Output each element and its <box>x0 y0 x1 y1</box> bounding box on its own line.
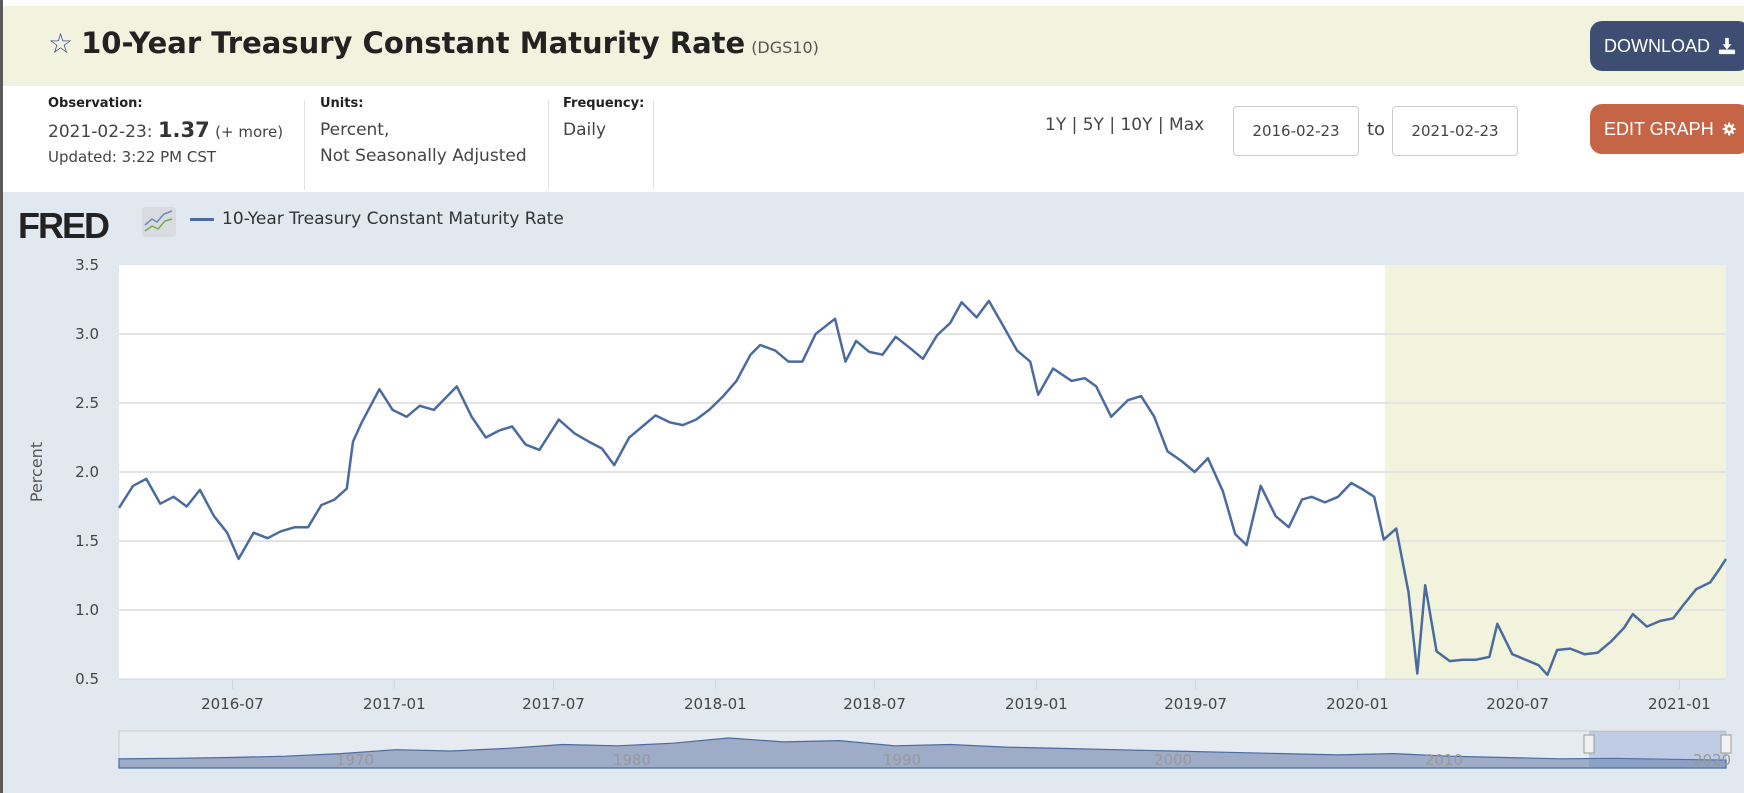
frequency-label: Frequency: <box>563 96 645 111</box>
page-title: ☆ 10-Year Treasury Constant Maturity Rate… <box>48 26 819 60</box>
y-tick-label: 3.0 <box>75 325 99 343</box>
end-date-input[interactable]: 2021-02-23 <box>1392 106 1518 156</box>
series-header <box>3 6 1744 86</box>
x-tick-label: 2019-07 <box>1164 695 1227 713</box>
range-presets[interactable]: 1Y | 5Y | 10Y | Max <box>1045 115 1205 135</box>
fred-logo: FRED <box>18 205 110 246</box>
x-tick-label: 2018-07 <box>843 695 906 713</box>
download-button[interactable]: DOWNLOAD <box>1590 21 1744 71</box>
navigator-label: 2010 <box>1425 751 1463 769</box>
observation-block: Observation: 2021-02-23: 1.37 (+ more) U… <box>48 96 283 190</box>
navigator-label: 2000 <box>1154 751 1192 769</box>
x-tick-label: 2016-07 <box>201 695 264 713</box>
observation-date: 2021-02-23: <box>48 122 153 142</box>
y-tick-label: 2.0 <box>75 463 99 481</box>
series-title: 10-Year Treasury Constant Maturity Rate <box>81 26 746 60</box>
observation-label: Observation: <box>48 96 143 111</box>
frequency-block: Frequency: Daily <box>563 96 644 190</box>
to-label: to <box>1367 119 1386 140</box>
x-tick-label: 2017-01 <box>363 695 426 713</box>
y-tick-label: 3.5 <box>75 256 99 274</box>
start-date-input[interactable]: 2016-02-23 <box>1233 106 1359 156</box>
observation-value: 1.37 <box>157 118 210 142</box>
navigator-label: 1990 <box>883 751 921 769</box>
navigator-label: 1980 <box>613 751 651 769</box>
y-tick-label: 1.0 <box>75 601 99 619</box>
edit-graph-label: EDIT GRAPH <box>1604 118 1714 139</box>
window-left-border <box>0 0 3 793</box>
y-tick-label: 1.5 <box>75 532 99 550</box>
frequency-value: Daily <box>563 120 607 140</box>
units-value-line1: Percent, <box>320 120 390 140</box>
more-observations-link[interactable]: (+ more) <box>215 123 284 141</box>
navigator-selection <box>1589 731 1726 768</box>
units-label: Units: <box>320 96 364 111</box>
y-tick-label: 0.5 <box>75 670 99 688</box>
series-line <box>117 299 1728 677</box>
x-tick-label: 2018-01 <box>684 695 747 713</box>
navigator-label: 2020 <box>1693 751 1731 769</box>
x-tick-label: 2019-01 <box>1005 695 1068 713</box>
navigator-series <box>118 737 1727 769</box>
units-block: Units: Percent, Not Seasonally Adjusted <box>320 96 527 190</box>
navigator-handle[interactable] <box>1720 734 1732 754</box>
y-axis-label: Percent <box>27 442 46 502</box>
updated-time: Updated: 3:22 PM CST <box>48 148 217 166</box>
x-tick-label: 2020-07 <box>1486 695 1549 713</box>
legend-label: 10-Year Treasury Constant Maturity Rate <box>222 209 564 229</box>
x-tick-label: 2021-01 <box>1648 695 1711 713</box>
series-code: (DGS10) <box>751 38 819 57</box>
divider <box>653 100 654 190</box>
units-value-line2: Not Seasonally Adjusted <box>320 146 527 166</box>
legend-swatch <box>190 217 214 221</box>
gear-icon <box>1722 122 1736 136</box>
star-icon[interactable]: ☆ <box>48 27 74 60</box>
chart-legend[interactable]: 10-Year Treasury Constant Maturity Rate <box>190 209 564 229</box>
navigator-label: 1970 <box>336 751 374 769</box>
download-icon <box>1718 37 1736 55</box>
y-tick-label: 2.5 <box>75 394 99 412</box>
divider <box>548 100 549 190</box>
x-tick-label: 2020-01 <box>1326 695 1389 713</box>
download-label: DOWNLOAD <box>1604 35 1711 56</box>
divider <box>304 100 305 190</box>
x-tick-label: 2017-07 <box>522 695 585 713</box>
fred-chart-icon <box>142 207 176 237</box>
navigator-handle[interactable] <box>1583 734 1595 754</box>
edit-graph-button[interactable]: EDIT GRAPH <box>1590 104 1744 154</box>
